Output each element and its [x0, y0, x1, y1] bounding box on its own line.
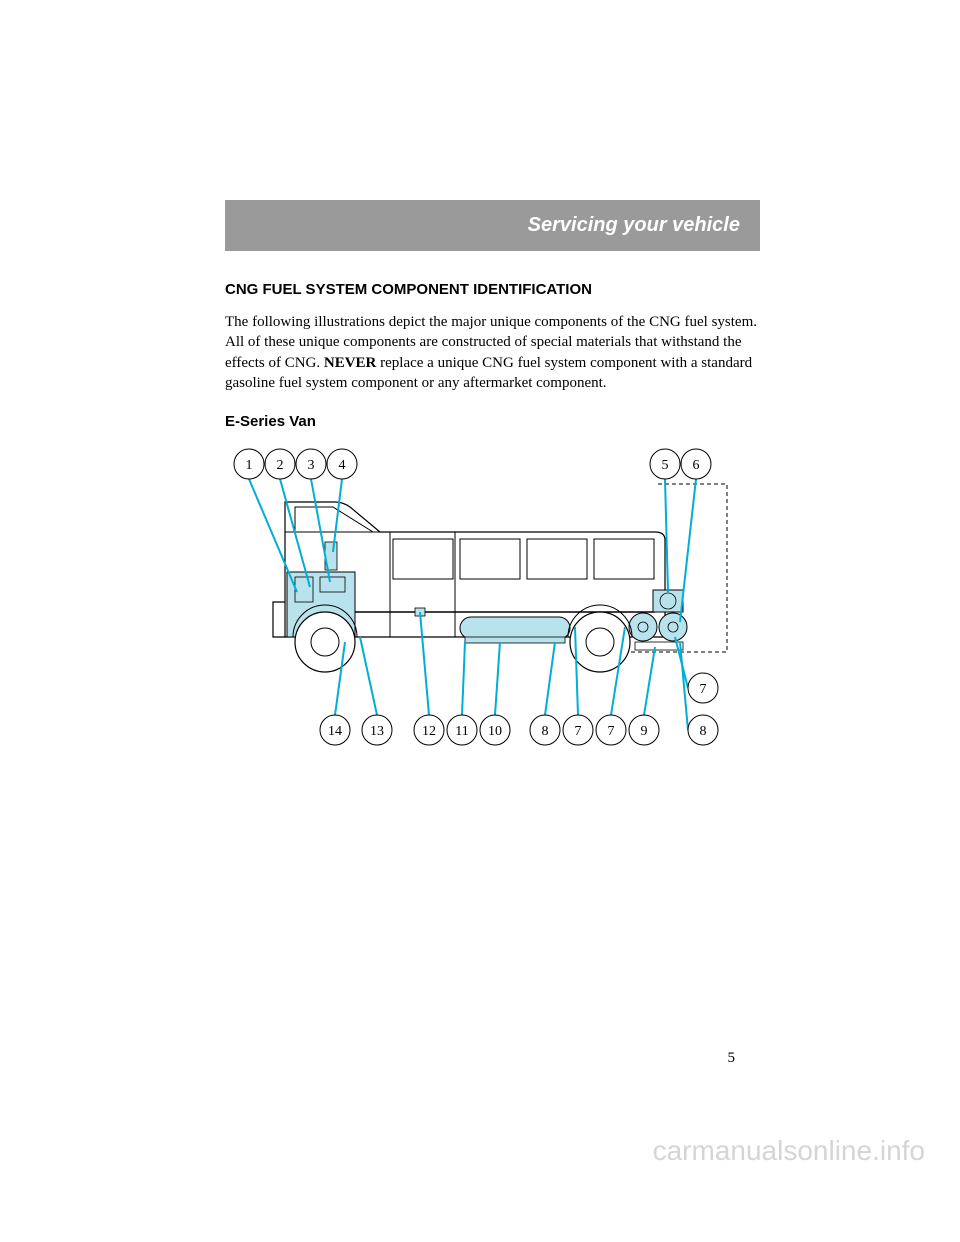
callout-10: 10	[480, 715, 510, 745]
callout-12: 12	[414, 715, 444, 745]
svg-text:11: 11	[455, 724, 468, 739]
svg-text:13: 13	[370, 724, 384, 739]
svg-text:12: 12	[422, 724, 436, 739]
header-bar: Servicing your vehicle	[225, 200, 760, 251]
svg-text:7: 7	[700, 682, 707, 697]
callout-8: 8	[530, 715, 560, 745]
svg-text:7: 7	[575, 724, 582, 739]
callout-9: 9	[629, 715, 659, 745]
svg-text:7: 7	[608, 724, 615, 739]
svg-text:1: 1	[246, 458, 253, 473]
callout-4: 4	[327, 449, 357, 479]
paragraph-bold: NEVER	[324, 355, 377, 371]
page-number: 5	[728, 1050, 736, 1067]
svg-text:4: 4	[339, 458, 346, 473]
callout-14: 14	[320, 715, 350, 745]
header-title: Servicing your vehicle	[528, 214, 740, 236]
callout-11: 11	[447, 715, 477, 745]
svg-text:2: 2	[277, 458, 284, 473]
svg-text:6: 6	[693, 458, 700, 473]
svg-text:8: 8	[542, 724, 549, 739]
callout-5: 5	[650, 449, 680, 479]
svg-text:5: 5	[662, 458, 669, 473]
svg-text:8: 8	[700, 724, 707, 739]
body-paragraph: The following illustrations depict the m…	[225, 312, 760, 393]
callout-1: 1	[234, 449, 264, 479]
svg-text:3: 3	[308, 458, 315, 473]
callout-7b: 7	[596, 715, 626, 745]
callout-3: 3	[296, 449, 326, 479]
subsection-title: E-Series Van	[225, 413, 760, 430]
svg-text:10: 10	[488, 724, 502, 739]
svg-text:14: 14	[328, 724, 342, 739]
callout-2: 2	[265, 449, 295, 479]
callout-13: 13	[362, 715, 392, 745]
van-diagram: 1 2 3 4 5 6	[225, 442, 745, 762]
callout-8b: 8	[688, 715, 718, 745]
svg-text:9: 9	[641, 724, 648, 739]
callout-6: 6	[681, 449, 711, 479]
section-title: CNG FUEL SYSTEM COMPONENT IDENTIFICATION	[225, 281, 760, 298]
callout-7a: 7	[563, 715, 593, 745]
callout-7c: 7	[688, 673, 718, 703]
watermark: carmanualsonline.info	[653, 1135, 925, 1167]
